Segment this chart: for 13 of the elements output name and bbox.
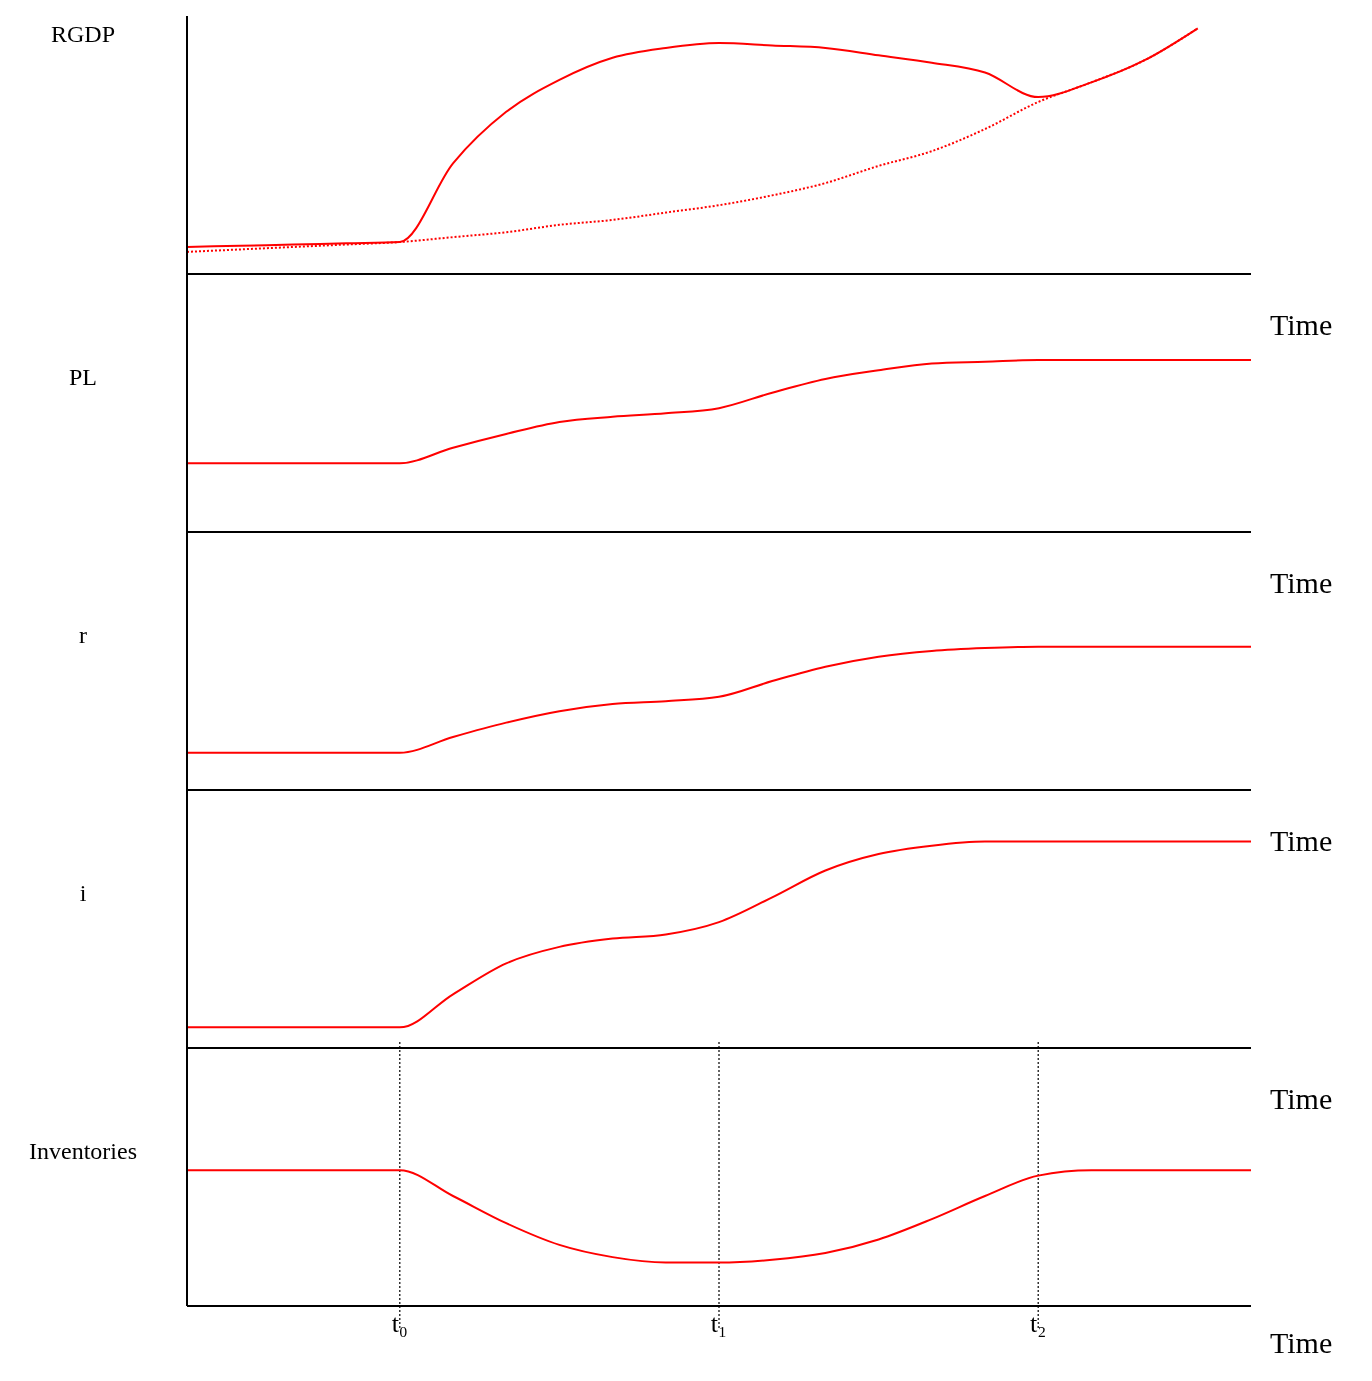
- x-tick-label: t₂: [1030, 1309, 1047, 1339]
- x-tick-label: t₁: [710, 1309, 728, 1339]
- y-axis-title: RGDP: [50, 21, 116, 49]
- x-tick-label: t₀: [391, 1309, 408, 1339]
- x-axis-title: Time: [1270, 824, 1333, 858]
- x-axis-title: Time: [1270, 308, 1333, 342]
- y-axis-title: PL: [68, 364, 98, 392]
- x-axis-title: Time: [1270, 1082, 1333, 1116]
- x-axis-title: Time: [1270, 1326, 1333, 1360]
- y-axis-title: i: [78, 880, 88, 908]
- y-axis-title: Inventories: [28, 1138, 138, 1166]
- x-axis-title: Time: [1270, 566, 1333, 600]
- y-axis-title: r: [78, 622, 88, 650]
